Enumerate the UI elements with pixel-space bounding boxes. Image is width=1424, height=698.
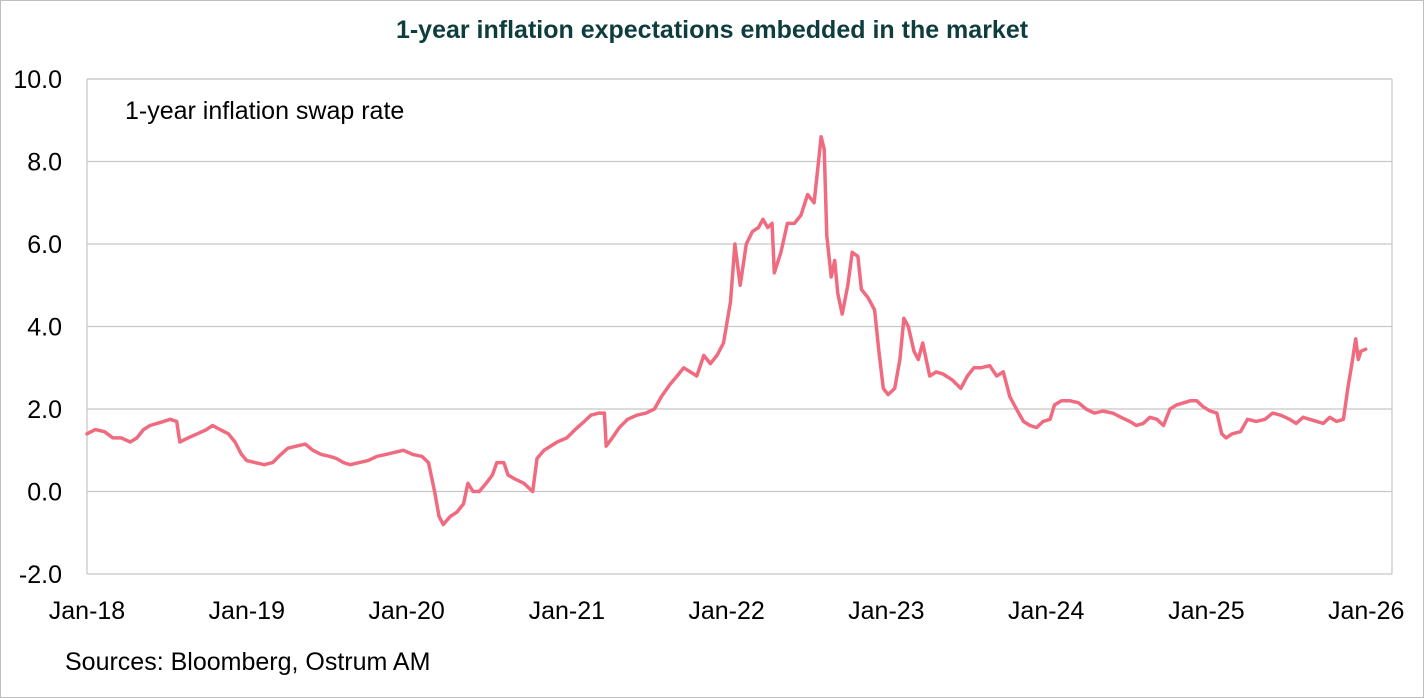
x-tick-label: Jan-25 [1168, 597, 1244, 625]
x-axis-ticks: Jan-18 Jan-19 Jan-20 Jan-21 Jan-22 Jan-23 Jan-… [49, 597, 1405, 625]
gridlines [86, 78, 1393, 575]
x-tick-label: Jan-26 [1328, 597, 1404, 625]
y-tick-label: 10.0 [13, 66, 62, 94]
y-tick-label: -2.0 [19, 561, 62, 589]
y-tick-label: 4.0 [27, 314, 62, 342]
x-tick-label: Jan-19 [209, 597, 285, 625]
source-note: Sources: Bloomberg, Ostrum AM [65, 648, 431, 676]
series-line-inflation-swap [85, 135, 1368, 527]
series-annotation: 1-year inflation swap rate [125, 97, 404, 125]
y-axis-ticks: -2.0 0.0 2.0 4.0 6.0 8.0 10.0 [13, 66, 62, 589]
y-tick-label: 6.0 [27, 231, 62, 259]
y-tick-label: 0.0 [27, 479, 62, 507]
x-tick-label: Jan-24 [1008, 597, 1085, 625]
y-tick-label: 2.0 [27, 396, 62, 424]
y-tick-label: 8.0 [27, 149, 62, 177]
x-tick-label: Jan-21 [529, 597, 605, 625]
x-tick-label: Jan-20 [368, 597, 444, 625]
x-tick-label: Jan-22 [688, 597, 764, 625]
x-tick-label: Jan-18 [49, 597, 125, 625]
chart-title: 1-year inflation expectations embedded i… [395, 16, 1029, 44]
series-group [85, 135, 1368, 527]
x-tick-label: Jan-23 [848, 597, 924, 625]
